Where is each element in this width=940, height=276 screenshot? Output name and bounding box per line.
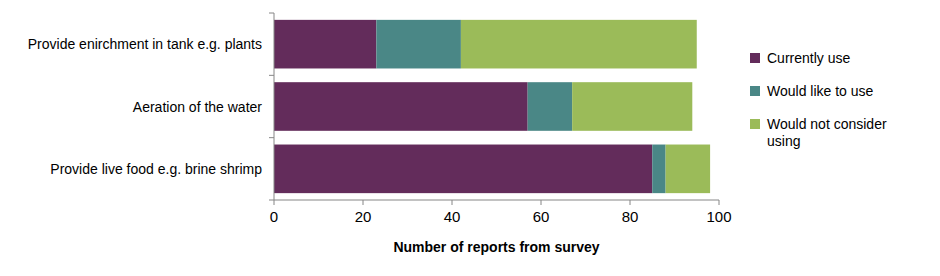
x-tick-label: 40 — [444, 208, 461, 225]
category-label: Aeration of the water — [133, 99, 263, 115]
bar-segment — [274, 20, 376, 69]
x-tick-label: 60 — [533, 208, 550, 225]
x-tick-label: 0 — [270, 208, 278, 225]
legend-swatch — [750, 119, 760, 129]
y-tick — [269, 75, 274, 76]
x-tick — [452, 200, 453, 205]
bar-segment — [274, 82, 528, 131]
legend-label: Would like to use — [767, 83, 874, 99]
legend-label: Would not considerusing — [767, 116, 887, 149]
x-axis-title: Number of reports from survey — [393, 239, 599, 255]
category-label: Provide live food e.g. brine shrimp — [50, 161, 262, 177]
x-tick-label: 80 — [622, 208, 639, 225]
x-tick-label: 100 — [706, 208, 731, 225]
bars — [274, 20, 710, 193]
x-axis-line — [274, 200, 719, 201]
legend-swatch — [750, 53, 760, 63]
bar-segment — [376, 20, 461, 69]
y-tick — [269, 200, 274, 201]
x-tick — [719, 200, 720, 205]
x-tick — [630, 200, 631, 205]
legend-label: Currently use — [767, 50, 850, 66]
y-tick — [269, 13, 274, 14]
legend-swatch — [750, 86, 760, 96]
category-label: Provide enirchment in tank e.g. plants — [28, 36, 262, 52]
bar-segment — [652, 145, 665, 194]
bar-segment — [572, 82, 692, 131]
x-tick-label: 20 — [355, 208, 372, 225]
x-tick — [274, 200, 275, 205]
chart: 0 20 40 60 80 100 Provide enirchment in tank e… — [0, 0, 940, 276]
bar-segment — [461, 20, 697, 69]
y-axis-line — [274, 13, 275, 200]
y-tick — [269, 137, 274, 138]
bar-segment — [274, 145, 652, 194]
x-tick — [363, 200, 364, 205]
bar-segment — [666, 145, 711, 194]
bar-segment — [528, 82, 573, 131]
x-tick — [541, 200, 542, 205]
chart-container: 0 20 40 60 80 100 Provide enirchment in tank e… — [0, 0, 940, 276]
